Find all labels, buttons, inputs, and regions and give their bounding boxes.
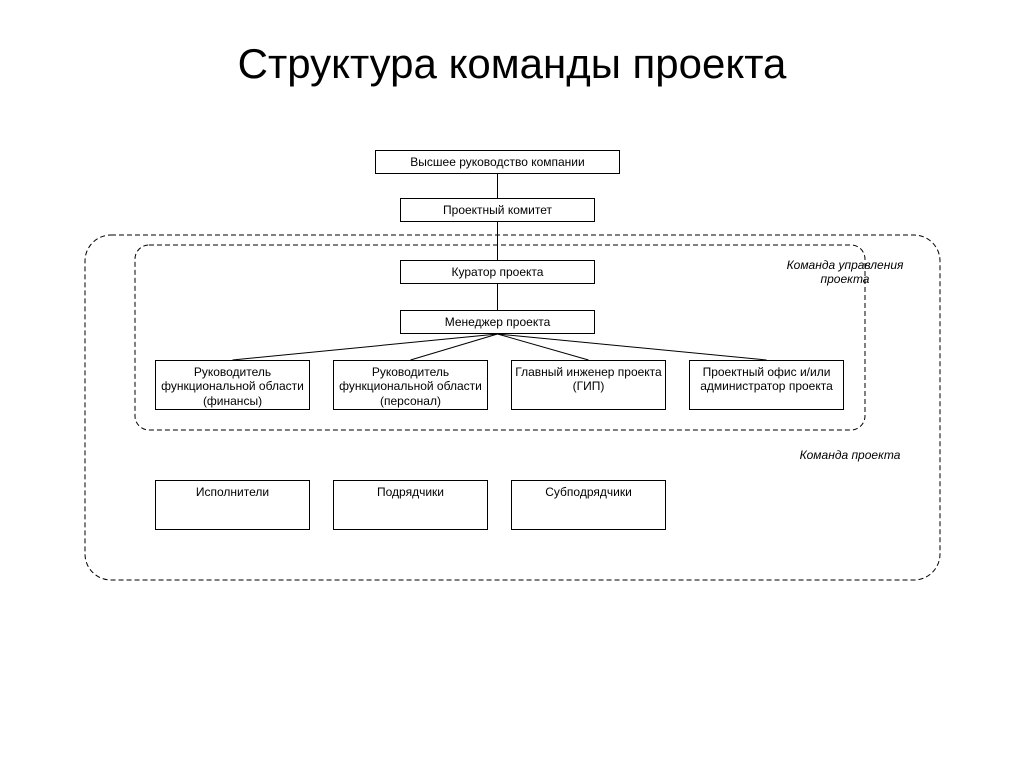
node-label: Главный инженер проекта (ГИП): [512, 365, 665, 394]
node-label: Исполнители: [196, 485, 269, 499]
label-project-team: Команда проекта: [775, 448, 925, 462]
node-label: Субподрядчики: [545, 485, 632, 499]
node-label: Высшее руководство компании: [410, 155, 584, 169]
node-project-committee: Проектный комитет: [400, 198, 595, 222]
node-project-curator: Куратор проекта: [400, 260, 595, 284]
node-top-management: Высшее руководство компании: [375, 150, 620, 174]
node-hr-lead: Руководитель функциональной области (пер…: [333, 360, 488, 410]
node-project-manager: Менеджер проекта: [400, 310, 595, 334]
node-chief-engineer: Главный инженер проекта (ГИП): [511, 360, 666, 410]
node-finance-lead: Руководитель функциональной области (фин…: [155, 360, 310, 410]
node-label: Руководитель функциональной области (пер…: [334, 365, 487, 408]
label-management-team: Команда управления проекта: [770, 258, 920, 286]
node-label: Проектный офис и/или администратор проек…: [690, 365, 843, 394]
node-executors: Исполнители: [155, 480, 310, 530]
node-project-office: Проектный офис и/или администратор проек…: [689, 360, 844, 410]
page-title: Структура команды проекта: [0, 40, 1024, 88]
node-label: Куратор проекта: [452, 265, 544, 279]
node-subcontractors: Субподрядчики: [511, 480, 666, 530]
node-contractors: Подрядчики: [333, 480, 488, 530]
node-label: Менеджер проекта: [445, 315, 551, 329]
node-label: Подрядчики: [377, 485, 444, 499]
org-chart: Высшее руководство компании Проектный ко…: [0, 150, 1024, 630]
node-label: Руководитель функциональной области (фин…: [156, 365, 309, 408]
node-label: Проектный комитет: [443, 203, 552, 217]
